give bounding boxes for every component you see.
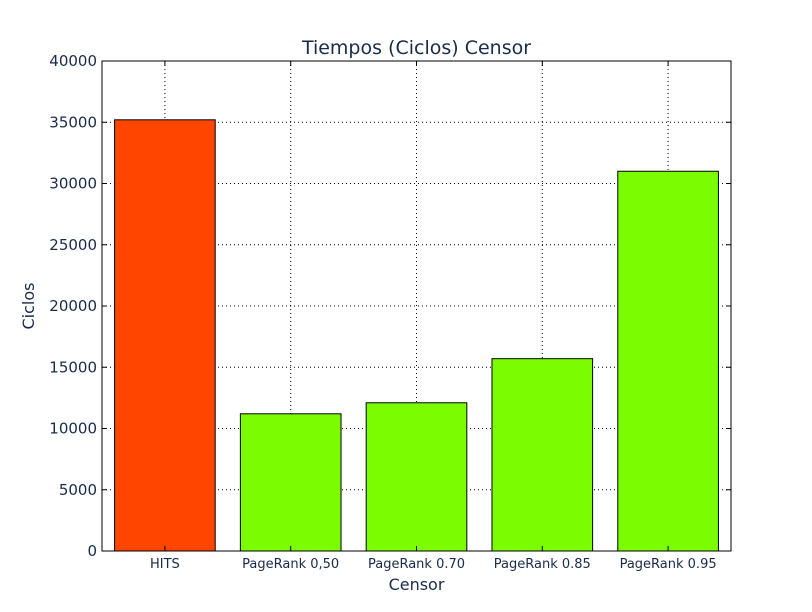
x-tick-label: PageRank 0.70 xyxy=(368,557,465,572)
x-tick-label: HITS xyxy=(150,557,180,572)
bar xyxy=(491,358,594,552)
bar xyxy=(114,119,216,552)
y-tick-labels: 0 5000 10000 15000 20000 25000 30000 35000 40000 xyxy=(49,52,97,560)
x-tick-label: PageRank 0,50 xyxy=(242,557,339,572)
y-tick-label: 40000 xyxy=(49,52,97,70)
x-axis-title: Censor xyxy=(389,575,445,594)
x-tick-label: PageRank 0.95 xyxy=(620,557,717,572)
chart-title: Tiempos (Ciclos) Censor xyxy=(301,37,531,59)
bar xyxy=(239,413,342,552)
x-tick-labels: HITS PageRank 0,50 PageRank 0.70 PageRank 0… xyxy=(150,557,717,572)
bar xyxy=(365,402,468,552)
y-tick-label: 0 xyxy=(87,542,97,560)
y-axis-title: Ciclos xyxy=(19,283,38,330)
y-tick-label: 15000 xyxy=(49,358,97,376)
y-tick-label: 20000 xyxy=(49,297,97,315)
y-tick-label: 25000 xyxy=(49,236,97,254)
y-tick-label: 5000 xyxy=(59,481,97,499)
y-tick-label: 30000 xyxy=(49,175,97,193)
bar xyxy=(617,170,719,552)
bars xyxy=(114,119,719,552)
x-tick-label: PageRank 0.85 xyxy=(494,557,591,572)
tick-marks xyxy=(102,60,731,552)
y-tick-label: 35000 xyxy=(49,113,97,131)
y-tick-label: 10000 xyxy=(49,420,97,438)
